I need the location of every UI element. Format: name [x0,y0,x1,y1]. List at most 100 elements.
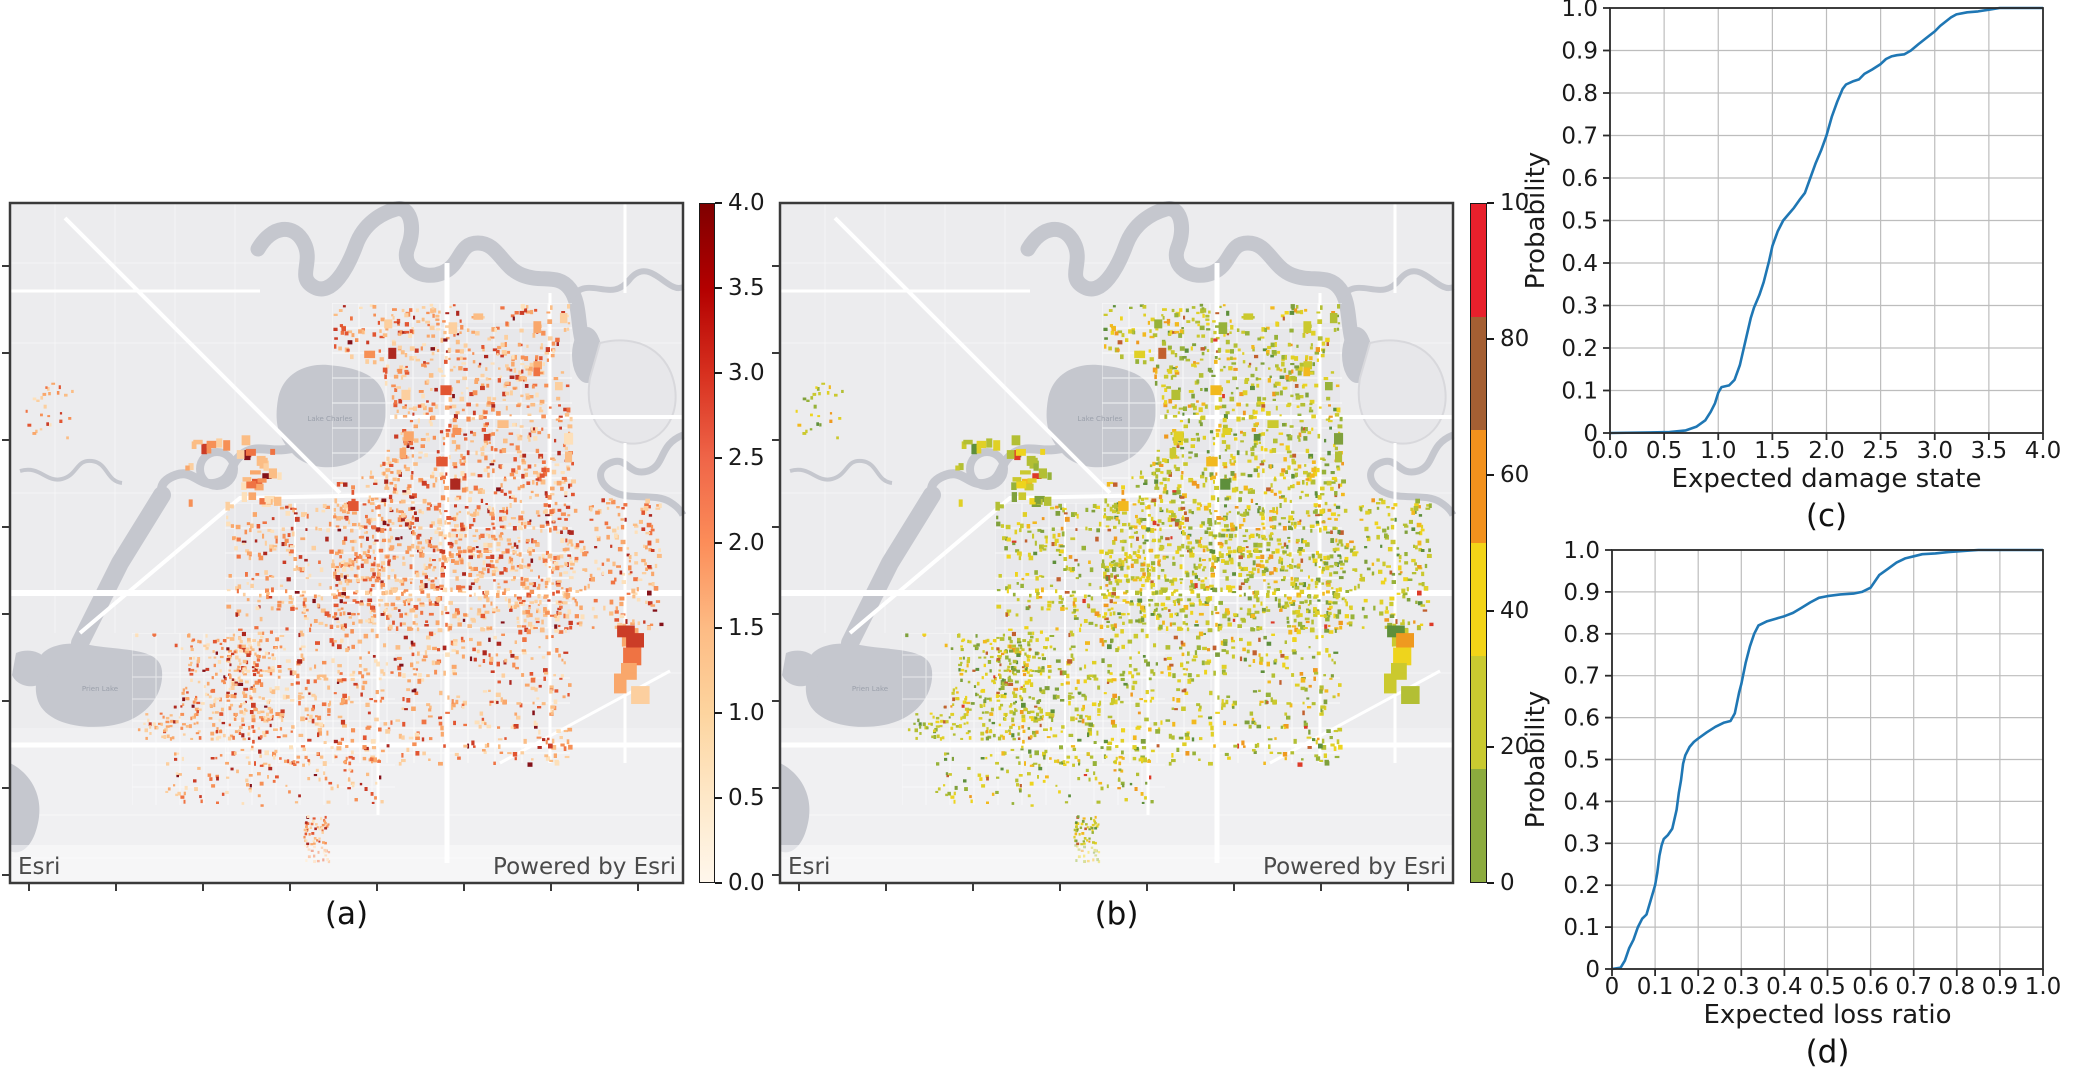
attribution-strip [10,845,683,883]
y-tick-label: 0.9 [1561,39,1598,65]
panel-label-a: (a) [324,896,369,932]
y-tick-label: 0.1 [1563,915,1600,941]
y-tick-label: 0.1 [1561,379,1598,405]
map-axis-ticks [772,265,1409,891]
x-tick-label: 2.5 [1862,438,1899,464]
colorbar-tick-mark [715,287,722,289]
colorbar-tick-mark [715,202,722,204]
y-tick-label: 1.0 [1561,0,1598,22]
buildings-layer [795,303,1434,864]
clooney-island-loop [196,448,238,490]
colorbar-tick-mark [715,372,722,374]
y-tick-label: 0.2 [1563,873,1600,899]
y-tick-label: 0 [1583,421,1598,447]
colorbar-tick-label: 4.0 [728,190,765,216]
colorbar-tick-mark [715,627,722,629]
colorbar-tick-label: 80 [1500,326,1530,352]
x-tick-label: 0.3 [1723,974,1760,1000]
cdf-plot-damage-state: 0.0 0.5 1.0 1.5 2.0 2.5 3.0 3.5 4.0 0 0.1 0.2 0.3 0.4… [1521,0,2061,534]
water-layer [780,201,1457,853]
colorbar-tick-label: 2.0 [728,530,765,556]
x-tick-label: 1.0 [1700,438,1737,464]
x-tick-label: 0.5 [1646,438,1683,464]
map-frame [778,201,1455,885]
x-tick-label: 0.1 [1637,974,1674,1000]
y-tick-label: 0 [1585,957,1600,983]
y-tick-label: 0.3 [1561,294,1598,320]
plot-grid [1611,549,2044,970]
y-tick-label: 0.3 [1563,831,1600,857]
cdf-plot-loss-ratio: 0 0.1 0.2 0.3 0.4 0.5 0.6 0.7 0.8 0.9 1.000.10.20.… [1521,538,2061,1070]
ship-channel [841,486,941,652]
y-tick-label: 0.6 [1561,166,1598,192]
esri-attribution-right: Powered by Esri [1263,854,1446,880]
x-tick-label: 0.4 [1766,974,1803,1000]
y-tick-label: 0.8 [1563,622,1600,648]
prien-lake-label: Prien Lake [852,685,888,693]
prien-lake-label: Prien Lake [82,685,118,693]
colorbar-tick-label: 10 [1500,190,1530,216]
colorbar-tick-mark [1487,202,1494,204]
colorbar-tick-label: 0 [1500,870,1515,896]
y-tick-label: 0.4 [1561,251,1598,277]
panel-label-b: (b) [1094,896,1139,932]
x-tick-label: 0.0 [1592,438,1629,464]
prien-lake-water [35,643,163,727]
colorbar-tick-mark [715,797,722,799]
colorbar-tick-label: 40 [1500,598,1530,624]
colorbar-tick-label: 3.5 [728,275,765,301]
x-axis-label: Expected damage state [1672,464,1982,494]
colorbar-tick-label: 3.0 [728,360,765,386]
colorbar-loss: 10 80 60 40 20 0 [1470,190,1590,896]
colorbar-tick-label: 2.5 [728,445,765,471]
colorbar-tick-mark [1487,882,1494,884]
esri-attribution-right: Powered by Esri [493,854,676,880]
colorbar-tick-label: 1.5 [728,615,765,641]
plot-tick-marks [1603,7,2044,440]
map-axis-ticks [2,265,639,891]
colorbar-tick-mark [715,542,722,544]
x-tick-label: 2.0 [1808,438,1845,464]
colorbar-tick-mark [1487,338,1494,340]
x-tick-label: 3.5 [1971,438,2008,464]
x-tick-label: 0.2 [1680,974,1717,1000]
prien-lake-water [805,643,933,727]
y-tick-label: 0.6 [1563,706,1600,732]
x-tick-label: 0.8 [1939,974,1976,1000]
cdf-curve [1609,6,2043,435]
y-tick-label: 1.0 [1563,538,1600,564]
x-tick-label: 0.9 [1982,974,2019,1000]
colorbar-tick-mark [715,457,722,459]
colorbar-tick-mark [1487,746,1494,748]
x-tick-label: 3.0 [1916,438,1953,464]
map-panel-b: Lake Charles Prien Lake Esri Powered by Esr… [772,201,1457,891]
colorbar-damage-state: 4.0 3.5 3.0 2.5 2.0 1.5 1.0 0.5 0.0 [699,190,819,896]
colorbar-gradient [1470,203,1487,883]
colorbar-tick-label: 0.5 [728,785,765,811]
plot-tick-marks [1605,549,2044,976]
x-tick-label: 4.0 [2025,438,2062,464]
colorbar-tick-label: 0.0 [728,870,765,896]
y-tick-label: 0.5 [1563,748,1600,774]
x-tick-label: 0 [1605,974,1620,1000]
plot-tick-labels: 0.0 0.5 1.0 1.5 2.0 2.5 3.0 3.5 4.0 0 0.1 0.2 0.3 0.4… [1561,0,2061,464]
esri-attribution-left: Esri [18,854,60,880]
plot-grid [1609,7,2044,434]
esri-attribution-left: Esri [788,854,830,880]
y-tick-label: 0.5 [1561,209,1598,235]
x-tick-label: 0.7 [1895,974,1932,1000]
y-tick-label: 0.7 [1563,664,1600,690]
y-tick-label: 0.9 [1563,580,1600,606]
lake-charles-label: Lake Charles [308,415,353,423]
map-frame [8,201,685,885]
panel-label: (d) [1806,1034,1850,1070]
map-panel-a: Lake Charles Prien Lake Esri Powered by Esr… [2,201,687,891]
colorbar-tick-mark [1487,610,1494,612]
colorbar-tick-mark [715,712,722,714]
y-axis-label: Probability [1521,152,1551,289]
colorbar-tick-label: 60 [1500,462,1530,488]
y-tick-label: 0.8 [1561,81,1598,107]
x-tick-label: 0.5 [1809,974,1846,1000]
panel-label: (c) [1806,498,1847,534]
roads-layer [780,203,1453,863]
